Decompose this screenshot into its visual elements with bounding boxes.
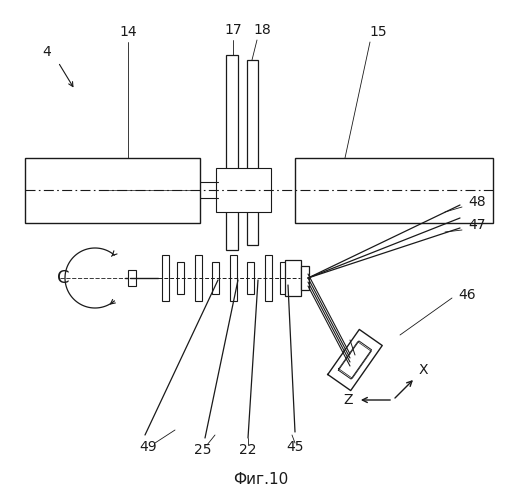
Bar bbox=[285, 260, 301, 296]
Text: 45: 45 bbox=[286, 440, 304, 454]
Text: X: X bbox=[418, 363, 428, 377]
Text: Z: Z bbox=[343, 393, 353, 407]
Bar bbox=[177, 262, 184, 294]
Text: 48: 48 bbox=[468, 195, 486, 209]
Bar bbox=[128, 270, 136, 286]
Bar bbox=[280, 262, 287, 294]
Text: Фиг.10: Фиг.10 bbox=[233, 472, 289, 488]
Text: C: C bbox=[57, 269, 69, 287]
Text: 18: 18 bbox=[253, 23, 271, 37]
Text: 14: 14 bbox=[119, 25, 137, 39]
Text: 47: 47 bbox=[468, 218, 486, 232]
Bar bbox=[25, 158, 200, 223]
Bar bbox=[230, 255, 237, 301]
Bar bbox=[226, 55, 238, 250]
Bar bbox=[247, 60, 258, 245]
Bar bbox=[216, 168, 271, 212]
Text: 22: 22 bbox=[239, 443, 257, 457]
Bar bbox=[162, 255, 169, 301]
Text: 49: 49 bbox=[139, 440, 157, 454]
Text: 25: 25 bbox=[194, 443, 212, 457]
Text: 4: 4 bbox=[43, 45, 52, 59]
Text: 17: 17 bbox=[224, 23, 242, 37]
Bar bbox=[265, 255, 272, 301]
Text: 46: 46 bbox=[458, 288, 476, 302]
Bar bbox=[247, 262, 254, 294]
Bar bbox=[301, 266, 309, 290]
Bar bbox=[295, 158, 493, 223]
Bar bbox=[195, 255, 202, 301]
Text: 15: 15 bbox=[369, 25, 387, 39]
Bar bbox=[212, 262, 219, 294]
